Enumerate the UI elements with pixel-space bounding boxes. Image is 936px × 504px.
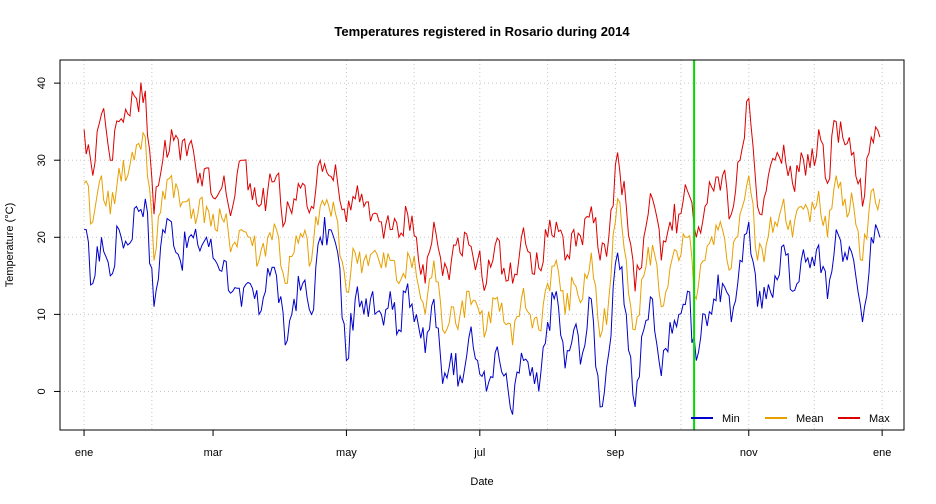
legend-label-mean: Mean xyxy=(796,413,824,425)
x-tick-label: ene xyxy=(75,447,93,459)
y-axis: 0 10 20 30 40 xyxy=(36,77,61,395)
y-tick-label: 20 xyxy=(36,231,48,243)
y-tick-label: 10 xyxy=(36,308,48,320)
series-line-min xyxy=(84,198,881,415)
series-lines xyxy=(83,82,881,415)
chart-title: Temperatures registered in Rosario durin… xyxy=(334,24,630,39)
x-tick-label: may xyxy=(336,447,357,459)
y-tick-label: 0 xyxy=(36,388,48,394)
y-axis-label: Temperature (°C) xyxy=(4,203,16,287)
series-line-mean xyxy=(83,131,881,346)
x-axis: ene mar may jul sep nov ene xyxy=(75,429,891,459)
x-tick-label: mar xyxy=(204,447,223,459)
x-tick-label: sep xyxy=(607,447,625,459)
legend-label-max: Max xyxy=(869,413,890,425)
x-axis-label: Date xyxy=(470,476,493,488)
series-line-max xyxy=(83,82,881,292)
x-tick-label: nov xyxy=(740,447,758,459)
legend: Min Mean Max xyxy=(691,413,890,425)
legend-label-min: Min xyxy=(722,413,740,425)
x-tick-label: jul xyxy=(473,447,485,459)
y-tick-label: 30 xyxy=(36,154,48,166)
y-tick-label: 40 xyxy=(36,77,48,89)
grid xyxy=(60,60,904,430)
x-tick-label: ene xyxy=(873,447,891,459)
